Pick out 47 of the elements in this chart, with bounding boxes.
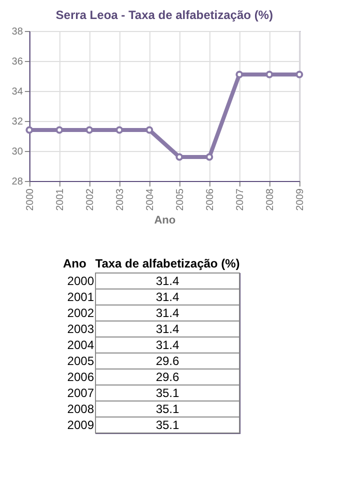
point bbox=[116, 126, 124, 134]
y-tick-label: 34 bbox=[12, 86, 24, 98]
y-tick-label: 36 bbox=[12, 56, 24, 68]
x-tick-label: 2007 bbox=[234, 188, 246, 211]
y-tick-label: 2001 bbox=[67, 290, 94, 304]
point bbox=[86, 126, 94, 134]
point bbox=[56, 126, 64, 134]
y-tick-label: 38 bbox=[12, 26, 24, 38]
data-label: 35.1 bbox=[156, 386, 180, 400]
y-tick-label: 30 bbox=[12, 146, 24, 158]
y-tick-label: 2004 bbox=[67, 338, 94, 352]
x-tick-label: Taxa de alfabetização (%) bbox=[95, 256, 240, 270]
data-label: 31.4 bbox=[156, 274, 180, 288]
y-tick-label: 2008 bbox=[67, 402, 94, 416]
data-label: 35.1 bbox=[156, 418, 180, 432]
y-axis-title: Ano bbox=[63, 256, 86, 270]
x-tick-label: 2006 bbox=[204, 188, 216, 211]
data-label: 35.1 bbox=[156, 402, 180, 416]
x-tick-label: 2004 bbox=[144, 188, 156, 211]
y-tick-label: 2006 bbox=[67, 370, 94, 384]
point bbox=[266, 70, 274, 78]
y-tick-label: 2005 bbox=[67, 354, 94, 368]
x-tick-label: 2003 bbox=[114, 188, 126, 211]
y-tick-label: 2000 bbox=[67, 274, 94, 288]
point bbox=[176, 153, 184, 161]
data-label: 31.4 bbox=[156, 306, 180, 320]
y-tick-label: 2003 bbox=[67, 322, 94, 336]
data-label: 31.4 bbox=[156, 338, 180, 352]
data-label: 31.4 bbox=[156, 290, 180, 304]
y-tick-label: 2007 bbox=[67, 386, 94, 400]
point bbox=[206, 153, 214, 161]
point bbox=[146, 126, 154, 134]
data-label: 29.6 bbox=[156, 354, 180, 368]
point bbox=[26, 126, 34, 134]
y-tick-label: 28 bbox=[12, 176, 24, 188]
chart-title: Serra Leoa - Taxa de alfabetização (%) bbox=[56, 8, 273, 22]
x-axis-title: Ano bbox=[154, 214, 176, 227]
data-label: 31.4 bbox=[156, 322, 180, 336]
point bbox=[236, 70, 244, 78]
y-tick-label: 2009 bbox=[67, 418, 94, 432]
y-tick-label: 2002 bbox=[67, 306, 94, 320]
x-tick-label: 2005 bbox=[174, 188, 186, 211]
y-tick-label: 32 bbox=[12, 116, 24, 128]
x-tick-label: 2008 bbox=[264, 188, 276, 211]
point bbox=[296, 70, 304, 78]
data-label: 29.6 bbox=[156, 370, 180, 384]
x-tick-label: 2009 bbox=[294, 188, 306, 211]
